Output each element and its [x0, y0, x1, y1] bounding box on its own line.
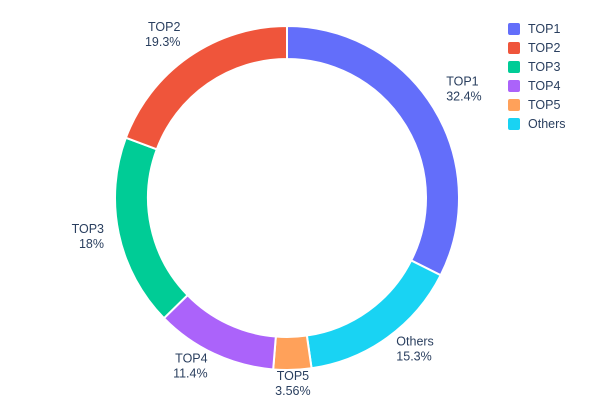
- slice-percent-label-others: 15.3%: [396, 349, 431, 363]
- legend-swatch-icon: [508, 42, 520, 54]
- legend-item-top3[interactable]: TOP3: [508, 60, 566, 74]
- slice-percent-label-top3: 18%: [79, 237, 104, 251]
- legend-label: TOP1: [528, 22, 561, 36]
- legend-label: Others: [528, 117, 566, 131]
- slice-name-label-top1: TOP1: [446, 74, 478, 88]
- legend-swatch-icon: [508, 23, 520, 35]
- legend-label: TOP2: [528, 41, 561, 55]
- slice-top1[interactable]: [286, 24, 460, 277]
- legend-swatch-icon: [508, 61, 520, 73]
- slice-percent-label-top2: 19.3%: [145, 35, 180, 49]
- slice-name-label-top2: TOP2: [148, 20, 180, 34]
- legend-swatch-icon: [508, 118, 520, 130]
- legend-item-top4[interactable]: TOP4: [508, 79, 566, 93]
- slice-percent-label-top4: 11.4%: [173, 367, 208, 381]
- slice-name-label-top3: TOP3: [72, 222, 104, 236]
- legend-label: TOP5: [528, 98, 561, 112]
- slice-top3[interactable]: [114, 136, 189, 320]
- legend-label: TOP4: [528, 79, 561, 93]
- legend-item-others[interactable]: Others: [508, 117, 566, 131]
- slice-name-label-others: Others: [396, 334, 434, 348]
- slice-name-label-top5: TOP5: [277, 369, 309, 383]
- slice-top2[interactable]: [124, 24, 288, 151]
- legend-item-top1[interactable]: TOP1: [508, 22, 566, 36]
- legend-label: TOP3: [528, 60, 561, 74]
- slice-name-label-top4: TOP4: [175, 352, 207, 366]
- legend: TOP1 TOP2 TOP3 TOP4 TOP5 Others: [508, 22, 566, 131]
- slice-percent-label-top1: 32.4%: [446, 89, 481, 103]
- legend-item-top2[interactable]: TOP2: [508, 41, 566, 55]
- slice-percent-label-top5: 3.56%: [275, 384, 310, 398]
- legend-swatch-icon: [508, 80, 520, 92]
- legend-item-top5[interactable]: TOP5: [508, 98, 566, 112]
- legend-swatch-icon: [508, 99, 520, 111]
- slice-top5[interactable]: [272, 334, 313, 371]
